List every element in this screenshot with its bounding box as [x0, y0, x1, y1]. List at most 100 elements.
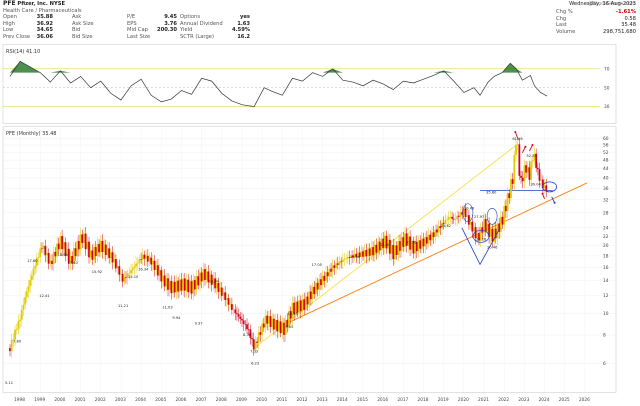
price-label: 11.03	[162, 306, 172, 310]
candle-body	[42, 245, 45, 249]
candle-body	[333, 265, 336, 268]
candle-body	[488, 223, 490, 237]
candle-body	[518, 144, 521, 176]
candle-body	[545, 185, 548, 191]
company-name: Pfizer, Inc.	[17, 1, 48, 7]
candle-body	[511, 179, 514, 184]
candle-body	[136, 262, 139, 264]
candle-body	[439, 226, 442, 229]
ticker-symbol: PFE	[3, 0, 16, 7]
candle-body	[163, 275, 166, 287]
candle-body	[540, 179, 543, 181]
candle-body	[251, 338, 253, 340]
candle-body	[279, 321, 282, 334]
candle-body	[299, 300, 302, 312]
candle-body	[19, 319, 21, 322]
candle-body	[394, 245, 396, 260]
price-label: 52.25	[526, 154, 536, 158]
price-label: 27.97	[474, 215, 484, 219]
volume-value: 298,751,680	[602, 28, 636, 35]
candle-body	[429, 234, 432, 241]
candle-body	[93, 247, 95, 260]
x-tick-label: 2024	[539, 397, 550, 403]
candle-body	[131, 268, 134, 271]
arrow-peak-3-head	[531, 144, 534, 147]
candle-body	[481, 227, 484, 233]
candle-body	[62, 242, 65, 250]
candle-body	[254, 341, 257, 350]
x-tick-label: 2000	[54, 397, 65, 403]
yield-value: 4.59%	[232, 27, 250, 34]
bid-size-label: Bid Size	[72, 33, 93, 40]
y-tick-label: 6	[603, 361, 606, 367]
candle-body	[368, 248, 371, 256]
price-label: 21.00	[380, 243, 391, 247]
candle-body	[148, 257, 151, 262]
arrow-peak-2-head	[524, 145, 527, 148]
price-label: 22.16	[476, 238, 487, 242]
candle-body	[431, 232, 433, 241]
candle-body	[126, 273, 129, 278]
candle-body	[447, 216, 450, 220]
candle-body	[392, 244, 395, 260]
candle-body	[72, 248, 75, 264]
x-tick-label: 2004	[135, 397, 146, 403]
price-label: 6.23	[251, 362, 259, 366]
y-tick-label: 14	[603, 278, 609, 284]
stockcharts-watermark: @StockCharts.com	[588, 1, 636, 7]
y-tick-label: 48	[603, 158, 609, 164]
price-label: 7.03	[250, 350, 258, 354]
sctr-label: SCTR (Large)	[180, 33, 214, 40]
candle-body	[151, 260, 154, 265]
y-tick-label: 10	[603, 311, 609, 317]
candle-body	[533, 153, 536, 161]
candle-body	[113, 259, 116, 263]
candle-body	[170, 281, 173, 294]
candle-body	[503, 205, 506, 225]
candle-body	[278, 321, 280, 332]
candle-body	[192, 280, 195, 294]
candle-body	[256, 341, 259, 343]
candle-body	[106, 248, 109, 255]
candle-body	[162, 275, 164, 282]
candle-body	[505, 205, 507, 212]
candle-body	[195, 276, 198, 290]
quote-header: PFE Pfizer, Inc. NYSE Health Care / Phar…	[0, 0, 640, 42]
y-tick-label: 40	[603, 176, 609, 182]
chart-date: Wednesday, 16-Aug-2023	[569, 1, 636, 7]
candle-body	[103, 244, 106, 253]
circle-v-bottom	[472, 229, 490, 243]
candle-body	[183, 278, 186, 291]
candle-body	[215, 282, 218, 289]
circle-right-base	[486, 207, 498, 225]
candle-body	[264, 315, 267, 328]
candle-body	[501, 216, 504, 225]
candle-body	[434, 229, 437, 237]
candle-body	[310, 291, 312, 300]
candle-body	[441, 222, 443, 229]
candle-body	[252, 339, 255, 350]
candle-body	[69, 256, 72, 264]
x-tick-label: 2005	[155, 397, 166, 403]
candle-body	[20, 309, 23, 320]
candle-body	[345, 258, 348, 260]
candle-body	[432, 232, 435, 237]
candle-body	[78, 241, 80, 250]
candle-body	[244, 323, 247, 325]
y-tick-label: 28	[603, 210, 609, 216]
y-tick-label: 18	[603, 253, 609, 259]
candle-body	[536, 167, 539, 170]
candle-body	[27, 285, 30, 292]
high-label: High	[3, 20, 15, 27]
candle-body	[311, 286, 314, 300]
x-tick-label: 2023	[518, 397, 529, 403]
v-pattern	[461, 227, 501, 266]
candle-body	[286, 319, 289, 327]
candle-body	[508, 193, 511, 199]
candle-body	[199, 272, 201, 286]
candle-body	[267, 316, 270, 324]
x-tick-label: 2026	[579, 397, 590, 403]
candle-body	[54, 251, 57, 257]
candle-body	[284, 319, 287, 335]
candle-body	[64, 242, 67, 257]
